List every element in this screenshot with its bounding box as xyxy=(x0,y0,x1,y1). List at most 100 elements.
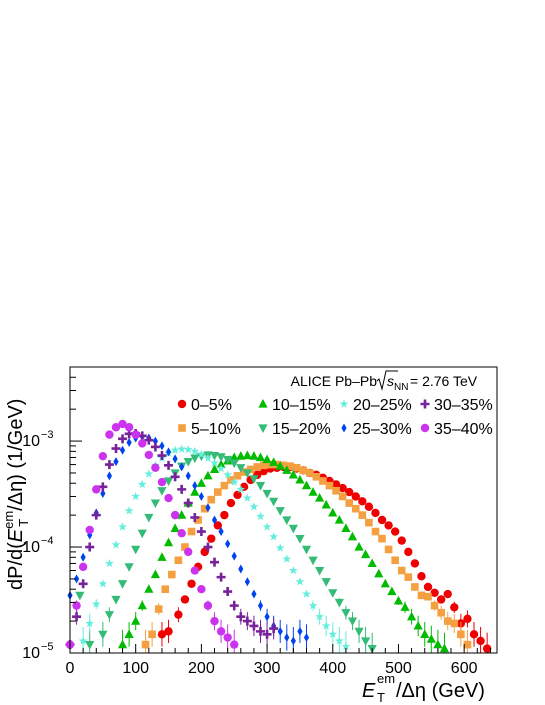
data-point xyxy=(144,435,154,445)
sqrt-symbol xyxy=(376,370,398,391)
data-point xyxy=(255,452,266,462)
data-point xyxy=(105,430,114,439)
data-point xyxy=(443,589,452,599)
legend-marker xyxy=(339,399,349,408)
data-point xyxy=(124,423,134,432)
legend-label: 30–35% xyxy=(434,397,493,414)
data-point xyxy=(223,633,232,642)
svg-text:dP/d(EemT/Δη) (1/GeV): dP/d(EemT/Δη) (1/GeV) xyxy=(1,399,31,590)
energy-value: = 2.76 TeV xyxy=(410,373,478,389)
data-point xyxy=(210,616,219,626)
data-point xyxy=(131,430,140,439)
y-tick-exponent: −5 xyxy=(41,641,54,653)
data-point xyxy=(233,472,242,480)
x-tick-label: 200 xyxy=(188,660,215,677)
series-4 xyxy=(78,444,351,653)
data-point xyxy=(430,588,439,597)
data-point xyxy=(180,595,190,604)
data-point xyxy=(430,601,439,610)
data-point xyxy=(253,463,262,471)
data-point xyxy=(170,523,180,532)
data-point xyxy=(328,589,338,598)
energy-s: s xyxy=(387,373,394,389)
data-point xyxy=(111,540,121,549)
data-point xyxy=(98,482,108,492)
data-point xyxy=(168,570,176,579)
data-point xyxy=(154,605,163,613)
legend: 0–5% 5–10% 10–15% 15–20% 20–25% 25–30% 30–35% 3… xyxy=(177,397,493,438)
data-point xyxy=(164,627,173,636)
data-point xyxy=(361,549,371,559)
data-point xyxy=(315,612,325,621)
data-point xyxy=(192,481,198,491)
data-point xyxy=(220,481,229,490)
data-point xyxy=(295,577,305,586)
data-point xyxy=(216,459,226,469)
data-point xyxy=(397,566,406,575)
data-point xyxy=(229,477,239,486)
data-point xyxy=(124,429,134,439)
data-point xyxy=(262,522,272,531)
series-2 xyxy=(117,450,450,653)
data-point xyxy=(295,474,305,484)
data-point xyxy=(216,453,226,462)
data-point xyxy=(85,525,94,535)
series-7 xyxy=(65,419,239,653)
data-point xyxy=(185,471,191,481)
data-point xyxy=(315,566,325,576)
data-point xyxy=(275,461,285,470)
x-tick-label: 100 xyxy=(122,660,149,677)
data-point xyxy=(213,521,223,530)
data-point xyxy=(124,506,134,515)
data-point xyxy=(347,617,358,627)
data-point xyxy=(420,629,430,638)
data-point xyxy=(371,527,380,536)
data-point xyxy=(131,545,141,555)
y-tick-exponent: −4 xyxy=(41,535,54,547)
data-point xyxy=(187,579,196,588)
data-point xyxy=(341,609,351,618)
data-point xyxy=(404,547,413,557)
data-point xyxy=(150,499,160,509)
data-point xyxy=(286,462,294,470)
data-point xyxy=(249,621,259,631)
data-point xyxy=(482,644,492,653)
data-point xyxy=(282,465,292,474)
data-point xyxy=(384,521,393,530)
data-point xyxy=(299,466,308,475)
data-point xyxy=(85,618,95,628)
data-point xyxy=(292,463,301,472)
data-point xyxy=(190,566,200,575)
data-point xyxy=(229,452,239,462)
data-point xyxy=(196,527,206,537)
legend-label: 25–30% xyxy=(353,421,412,438)
data-point xyxy=(242,493,252,502)
x-tick-label: 600 xyxy=(451,660,478,677)
data-point xyxy=(210,458,219,467)
data-point xyxy=(341,641,351,651)
data-point xyxy=(400,602,410,611)
data-point xyxy=(321,578,331,587)
data-point xyxy=(200,504,209,513)
data-point xyxy=(223,470,233,479)
legend-label: 5–10% xyxy=(191,421,241,438)
data-point xyxy=(113,457,119,467)
data-point xyxy=(236,464,246,473)
data-point xyxy=(118,434,128,444)
data-point xyxy=(358,511,367,519)
data-point xyxy=(302,589,311,598)
data-point xyxy=(244,577,250,587)
data-point xyxy=(205,503,211,513)
data-point xyxy=(203,470,213,480)
data-point xyxy=(216,627,226,636)
data-point xyxy=(347,531,358,541)
data-point xyxy=(242,616,252,626)
data-point xyxy=(233,490,242,500)
data-point xyxy=(194,516,202,524)
data-point xyxy=(384,545,393,554)
data-point xyxy=(378,534,386,543)
data-point xyxy=(238,564,244,574)
data-point xyxy=(216,463,226,473)
plot-frame xyxy=(69,366,498,654)
data-point xyxy=(230,640,239,649)
